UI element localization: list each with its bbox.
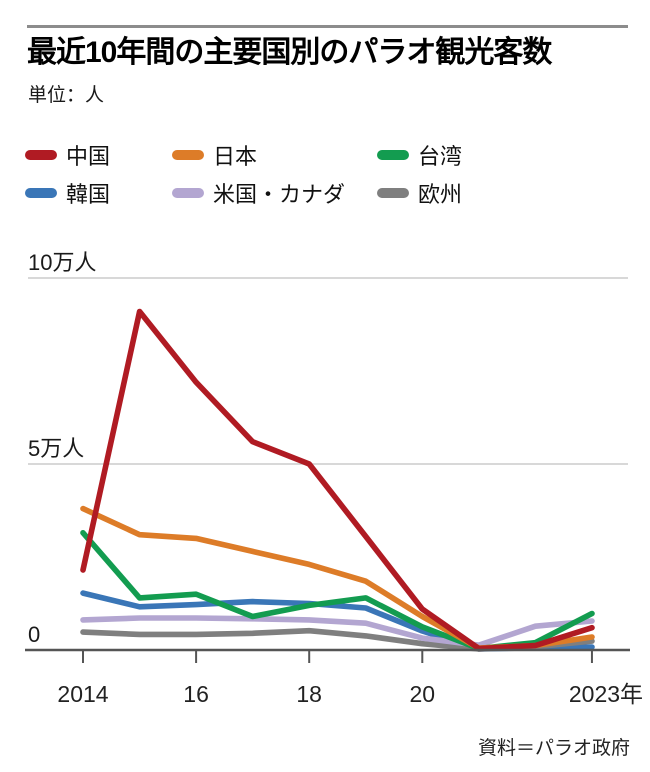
legend-item-europe: 欧州 bbox=[377, 178, 625, 208]
y-tick-label-0: 0 bbox=[28, 622, 40, 647]
series-line-us_canada bbox=[80, 615, 595, 649]
x-axis bbox=[25, 648, 630, 663]
legend-swatch-korea bbox=[25, 188, 57, 198]
legend-swatch-us_canada bbox=[172, 188, 204, 198]
page-title: 最近10年間の主要国別のパラオ観光客数 bbox=[27, 36, 552, 69]
gridlines bbox=[28, 277, 628, 465]
legend-item-taiwan: 台湾 bbox=[377, 140, 625, 170]
y-tick-label-100000: 10万人 bbox=[28, 250, 96, 275]
series-lines bbox=[80, 308, 595, 652]
legend-swatch-china bbox=[25, 150, 57, 160]
x-tick-label-2014: 2014 bbox=[57, 681, 108, 707]
legend-item-china: 中国 bbox=[25, 140, 172, 170]
series-line-china bbox=[80, 308, 595, 652]
legend-item-us_canada: 米国・カナダ bbox=[172, 178, 377, 208]
legend-swatch-europe bbox=[377, 188, 409, 198]
legend-item-korea: 韓国 bbox=[25, 178, 172, 208]
legend-label-korea: 韓国 bbox=[66, 182, 111, 207]
series-line-japan bbox=[80, 505, 595, 651]
y-axis-labels: 10万人 5万人 0 bbox=[28, 250, 96, 647]
legend-label-us_canada: 米国・カナダ bbox=[213, 182, 346, 207]
legend: 中国 日本 台湾韓国 米国・カナダ 欧州 bbox=[25, 140, 625, 208]
x-tick-label-2020: 20 bbox=[410, 681, 436, 707]
x-tick-label-2016: 16 bbox=[183, 681, 209, 707]
x-axis-labels: 2014 16 18 20 2023年 bbox=[57, 681, 643, 707]
legend-label-europe: 欧州 bbox=[418, 182, 463, 207]
legend-swatch-taiwan bbox=[377, 150, 409, 160]
source-credit: 資料＝パラオ政府 bbox=[477, 738, 630, 759]
x-tick-label-2018: 18 bbox=[296, 681, 322, 707]
unit-label: 単位：人 bbox=[28, 85, 105, 106]
legend-item-japan: 日本 bbox=[172, 140, 377, 170]
legend-label-japan: 日本 bbox=[213, 144, 258, 169]
y-tick-label-50000: 5万人 bbox=[28, 436, 84, 461]
header-rule bbox=[27, 25, 628, 28]
x-tick-label-2023: 2023年 bbox=[569, 681, 643, 707]
legend-swatch-japan bbox=[172, 150, 204, 160]
legend-label-taiwan: 台湾 bbox=[418, 144, 463, 169]
legend-label-china: 中国 bbox=[66, 144, 111, 169]
